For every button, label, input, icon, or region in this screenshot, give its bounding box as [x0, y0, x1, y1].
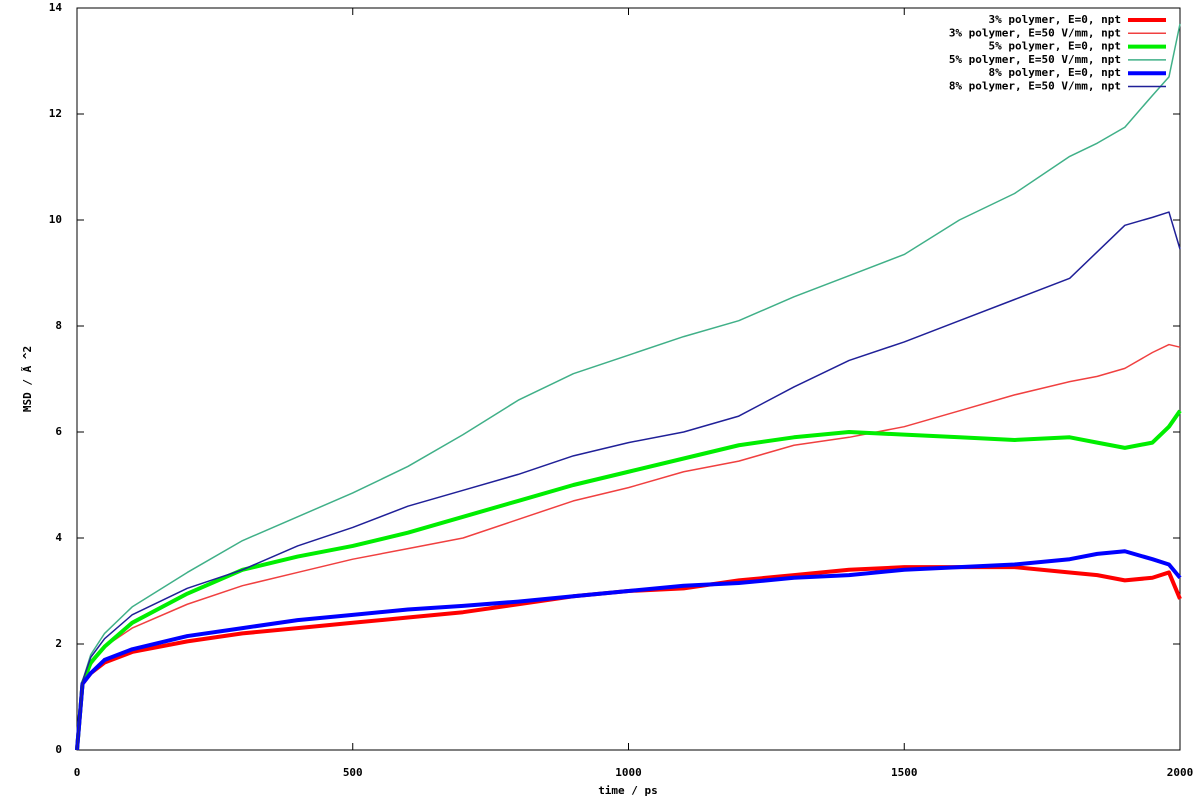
y-tick-label: 10 [49, 213, 62, 226]
x-tick-label: 1500 [891, 766, 918, 779]
legend-label: 5% polymer, E=50 V/mm, npt [949, 53, 1121, 66]
legend-label: 5% polymer, E=0, npt [989, 40, 1121, 53]
x-tick-label: 500 [343, 766, 363, 779]
legend-label: 3% polymer, E=50 V/mm, npt [949, 26, 1121, 39]
y-tick-label: 6 [55, 425, 62, 438]
plot-frame [76, 7, 1181, 751]
y-tick-label: 0 [55, 743, 62, 756]
y-tick-label: 8 [55, 319, 62, 332]
y-tick-label: 4 [55, 531, 62, 544]
x-tick-label: 0 [74, 766, 81, 779]
series-line [75, 549, 1182, 751]
y-tick-label: 2 [55, 637, 62, 650]
series-line [76, 211, 1181, 751]
series-line [76, 23, 1181, 751]
series-line [76, 343, 1181, 751]
x-axis-label: time / ps [598, 784, 658, 797]
legend-label: 3% polymer, E=0, npt [989, 13, 1121, 26]
x-tick-label: 1000 [615, 766, 642, 779]
legend-label: 8% polymer, E=50 V/mm, npt [949, 80, 1121, 93]
legend-label: 8% polymer, E=0, npt [989, 66, 1121, 79]
y-tick-label: 12 [49, 107, 62, 120]
series-line [75, 565, 1182, 751]
series-line [75, 409, 1182, 751]
x-tick-label: 2000 [1167, 766, 1194, 779]
y-axis-label: MSD / Ã ^2 [21, 346, 34, 412]
y-tick-label: 14 [49, 1, 63, 14]
